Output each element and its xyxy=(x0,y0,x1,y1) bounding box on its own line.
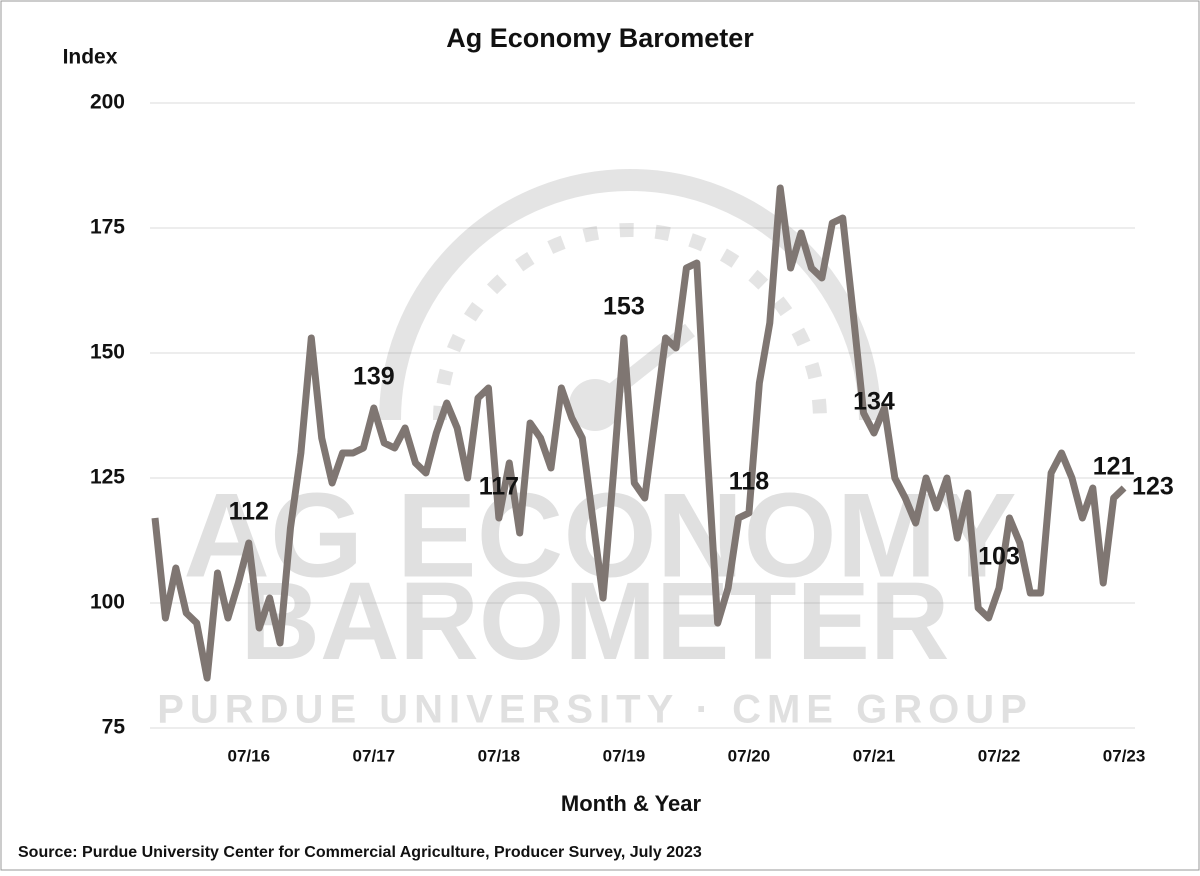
watermark: AG ECONOMY BAROMETER PURDUE UNIVERSITY ·… xyxy=(157,169,1033,732)
data-label: 134 xyxy=(853,388,895,416)
data-label: 117 xyxy=(479,473,519,501)
source-note: Source: Purdue University Center for Com… xyxy=(18,844,702,861)
y-tick-label: 150 xyxy=(90,341,125,364)
y-tick-label: 175 xyxy=(90,216,125,239)
x-tick-label: 07/16 xyxy=(228,746,271,765)
data-label: 112 xyxy=(229,498,269,526)
x-tick-label: 07/21 xyxy=(853,746,896,765)
gauge-hub xyxy=(569,379,621,431)
y-tick-label: 200 xyxy=(90,91,125,114)
data-label: 103 xyxy=(978,543,1020,571)
gauge-ticks xyxy=(433,223,827,421)
data-label: 153 xyxy=(603,293,645,321)
x-tick-label: 07/20 xyxy=(728,746,771,765)
x-tick-label: 07/18 xyxy=(478,746,521,765)
y-tick-label: 125 xyxy=(90,466,125,489)
chart-title: Ag Economy Barometer xyxy=(446,23,754,53)
data-label: 139 xyxy=(353,363,395,391)
x-axis-title: Month & Year xyxy=(561,791,702,816)
data-label: 123 xyxy=(1132,473,1174,501)
y-axis-title: Index xyxy=(63,46,118,69)
data-label: 118 xyxy=(729,468,769,496)
watermark-text: BAROMETER xyxy=(241,560,950,683)
y-tick-label: 75 xyxy=(102,716,126,739)
watermark-text: PURDUE UNIVERSITY · CME GROUP xyxy=(157,688,1033,732)
gauge-arc xyxy=(379,169,881,421)
y-tick-label: 100 xyxy=(90,591,125,614)
x-tick-label: 07/17 xyxy=(353,746,396,765)
x-tick-label: 07/23 xyxy=(1103,746,1146,765)
data-line xyxy=(151,184,1127,682)
x-tick-label: 07/19 xyxy=(603,746,646,765)
x-tick-label: 07/22 xyxy=(978,746,1021,765)
data-label: 121 xyxy=(1093,453,1135,481)
